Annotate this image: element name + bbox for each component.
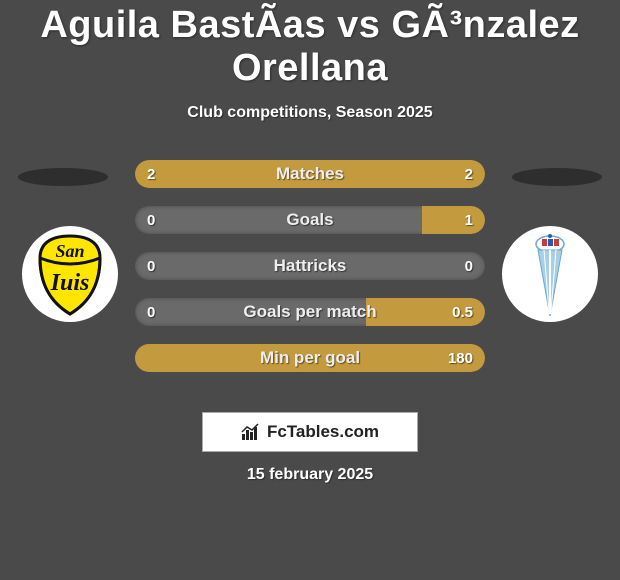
brand-badge: FcTables.com (202, 412, 418, 452)
subtitle: Club competitions, Season 2025 (0, 104, 620, 122)
stat-bar: Goals0 1 (135, 206, 485, 234)
stat-value-right: 0.5 (452, 298, 473, 326)
stat-bar: Matches2 2 (135, 160, 485, 188)
crest-shadow-right (512, 168, 602, 186)
stat-value-left: 2 (147, 160, 155, 188)
stat-label: Min per goal (135, 344, 485, 372)
stat-label: Matches (135, 160, 485, 188)
stat-bar: Goals per match0 0.5 (135, 298, 485, 326)
stat-value-right: 1 (465, 206, 473, 234)
crest-shadow-left (18, 168, 108, 186)
stat-value-left: 0 (147, 298, 155, 326)
comparison-body: San Iuis Matches22Goals01Hattricks00Goal… (0, 154, 620, 404)
stat-label: Goals per match (135, 298, 485, 326)
stat-value-left: 0 (147, 252, 155, 280)
stat-value-left: 0 (147, 206, 155, 234)
team-crest-right (500, 224, 600, 324)
brand-text: FcTables.com (267, 422, 379, 442)
stat-bars: Matches22Goals01Hattricks00Goals per mat… (135, 160, 485, 390)
stat-value-right: 0 (465, 252, 473, 280)
stat-bar: Min per goal180 (135, 344, 485, 372)
team-crest-left: San Iuis (20, 224, 120, 324)
stat-label: Hattricks (135, 252, 485, 280)
stat-bar: Hattricks0 0 (135, 252, 485, 280)
stat-label: Goals (135, 206, 485, 234)
crest-left-top-text: San (55, 241, 84, 261)
chart-icon (241, 423, 261, 441)
crest-left-bot-text: Iuis (50, 270, 90, 296)
stat-value-right: 2 (465, 160, 473, 188)
date-text: 15 february 2025 (0, 466, 620, 484)
page-title: Aguila BastÃ­as vs GÃ³nzalez Orellana (0, 0, 620, 90)
stat-value-right: 180 (448, 344, 473, 372)
